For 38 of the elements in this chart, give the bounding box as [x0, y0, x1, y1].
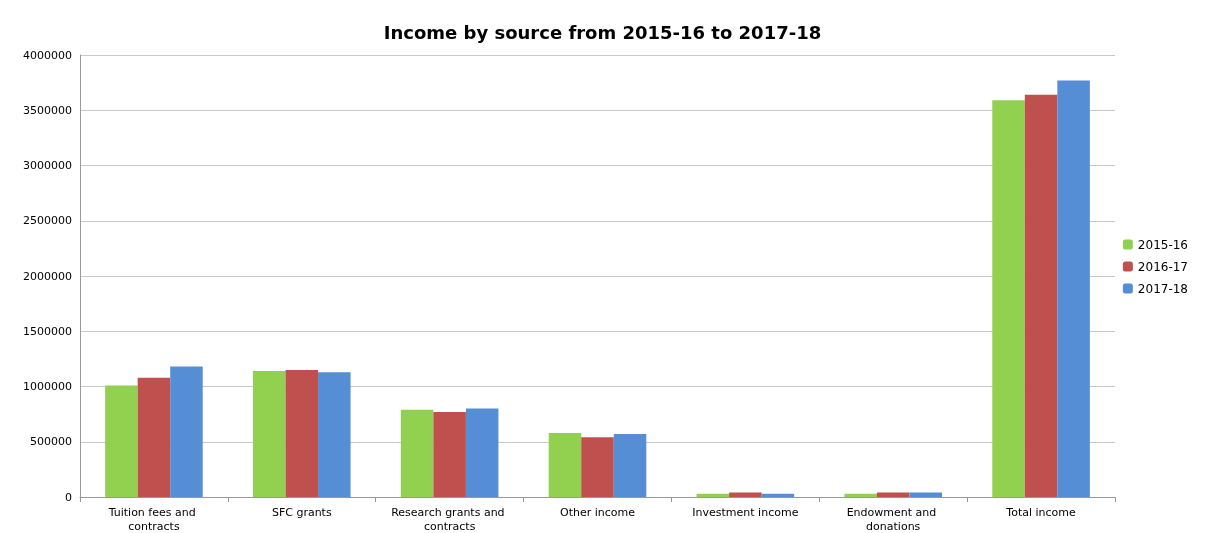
x-tick-label: Research grants and contracts	[391, 505, 509, 533]
x-tick-label: Total income	[1005, 505, 1077, 519]
bar	[992, 100, 1025, 497]
bar	[581, 437, 614, 497]
bar	[909, 492, 943, 497]
bar	[844, 493, 877, 497]
bar	[285, 369, 319, 497]
x-tick-label: SFC grants	[271, 505, 332, 519]
bar	[433, 411, 466, 497]
bar	[1024, 94, 1058, 497]
legend-label: 2016-17	[1137, 259, 1188, 274]
y-tick-label: 0	[65, 490, 72, 504]
y-tick-label: 2000000	[23, 269, 72, 283]
bar	[400, 409, 434, 497]
bar	[252, 371, 286, 497]
y-tick-label: 1000000	[23, 380, 72, 393]
chart-title: Income by source from 2015-16 to 2017-18	[383, 21, 822, 43]
bar	[613, 434, 647, 497]
bar	[465, 408, 499, 497]
x-tick-label: Other income	[559, 505, 636, 519]
y-tick-label: 2500000	[23, 214, 72, 228]
y-tick-label: 500000	[30, 435, 72, 449]
bar	[1057, 80, 1090, 497]
y-tick-label: 4000000	[23, 48, 72, 62]
legend-label: 2017-18	[1137, 281, 1188, 296]
bar	[548, 432, 582, 497]
bar	[729, 492, 762, 497]
y-tick-label: 3000000	[23, 159, 72, 172]
bar	[105, 385, 138, 497]
bar	[137, 377, 171, 497]
x-tick-label: Tuition fees and contracts	[107, 505, 200, 533]
x-tick-label: Endowment and donations	[846, 505, 940, 533]
bar	[170, 366, 203, 497]
legend-label: 2015-16	[1137, 237, 1188, 252]
y-tick-label: 1500000	[23, 324, 72, 338]
y-tick-label: 3500000	[23, 103, 72, 117]
x-tick-label: Investment income	[692, 505, 799, 519]
bar	[318, 372, 351, 497]
